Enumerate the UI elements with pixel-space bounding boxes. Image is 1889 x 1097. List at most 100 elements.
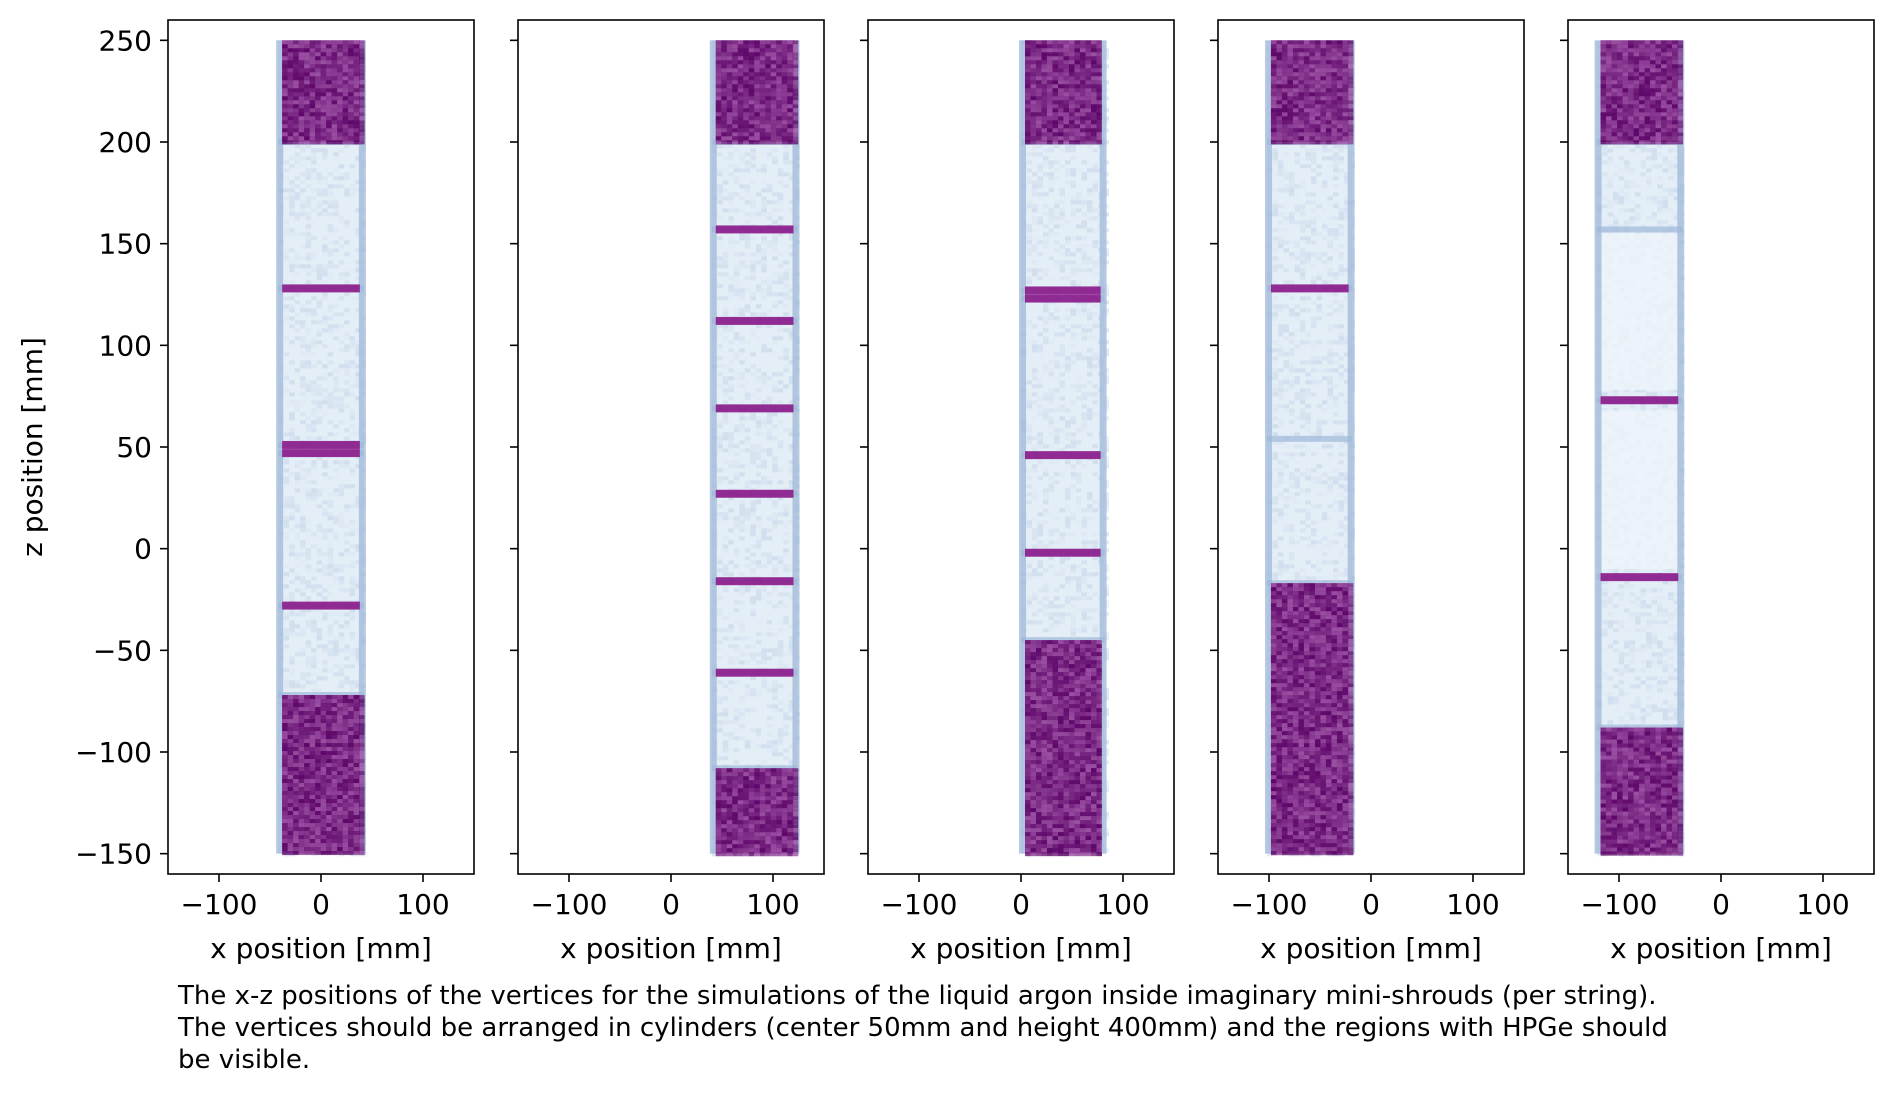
dense-cell (326, 827, 332, 832)
light-cell (344, 252, 350, 257)
light-cell (777, 496, 784, 501)
dense-cell (721, 816, 727, 821)
dense-cell (326, 735, 332, 740)
dense-cell (337, 791, 343, 796)
dense-cell (353, 787, 360, 792)
dense-cell (293, 759, 299, 764)
light-cell (728, 528, 734, 533)
light-cell (766, 244, 773, 249)
y-axis-label: z position [mm] (16, 337, 49, 557)
dense-cell (781, 828, 788, 833)
light-cell (305, 608, 312, 613)
light-cell (717, 384, 723, 389)
light-cell (289, 612, 295, 617)
light-cell (772, 236, 778, 241)
light-cell (316, 552, 323, 557)
light-cell (750, 532, 756, 537)
light-cell (728, 288, 734, 293)
light-cell (305, 332, 312, 337)
dense-cell (781, 88, 788, 93)
light-cell (333, 580, 339, 585)
light-cell (305, 664, 312, 669)
dense-cell (353, 132, 360, 137)
light-cell (300, 608, 306, 613)
dense-cell (353, 831, 360, 836)
light-cell (728, 240, 734, 245)
light-cell (722, 324, 729, 329)
light-cell (311, 576, 317, 581)
dense-cell (282, 783, 288, 788)
dense-cell (792, 808, 799, 813)
light-cell (772, 516, 778, 521)
light-cell (761, 236, 767, 241)
light-cell (289, 196, 295, 201)
light-cell (316, 592, 323, 597)
light-cell (733, 288, 740, 293)
light-cell (305, 356, 312, 361)
light-cell (783, 664, 789, 669)
light-cell (311, 544, 317, 549)
light-cell (333, 240, 339, 245)
light-cell (750, 508, 756, 513)
dense-cell (342, 80, 349, 85)
light-cell (305, 348, 312, 353)
light-cell (750, 160, 756, 165)
dense-cell (326, 116, 332, 121)
dense-cell (342, 783, 349, 788)
dense-cell (715, 96, 722, 101)
light-cell (717, 448, 723, 453)
light-cell (744, 508, 751, 513)
dense-cell (337, 727, 343, 732)
light-cell (316, 420, 323, 425)
light-cell (761, 556, 767, 561)
light-cell (338, 668, 345, 673)
dense-cell (759, 40, 766, 45)
light-cell (733, 648, 740, 653)
dense-cell (359, 699, 365, 704)
light-cell (744, 200, 751, 205)
light-cell (788, 360, 795, 365)
dense-cell (770, 828, 777, 833)
light-cell (777, 652, 784, 657)
dense-cell (737, 820, 744, 825)
light-cell (717, 480, 723, 485)
dense-cell (282, 731, 288, 736)
light-cell (333, 304, 339, 309)
dense-cell (781, 100, 788, 105)
dense-cell (287, 132, 294, 137)
dense-cell (287, 84, 294, 89)
dense-cell (337, 847, 343, 852)
dense-cell (287, 779, 294, 784)
light-cell (744, 164, 751, 169)
dense-cell (309, 807, 316, 812)
dense-cell (348, 735, 354, 740)
dense-cell (743, 792, 749, 797)
dense-cell (732, 140, 738, 145)
light-cell (338, 172, 345, 177)
light-cell (728, 444, 734, 449)
light-cell (338, 236, 345, 241)
light-cell (289, 324, 295, 329)
dense-cell (770, 804, 777, 809)
light-cell (761, 464, 767, 469)
dense-cell (715, 84, 722, 89)
light-cell (744, 284, 751, 289)
light-cell (311, 340, 317, 345)
light-cell (755, 248, 762, 253)
dense-cell (348, 116, 354, 121)
light-cell (322, 460, 328, 465)
dense-cell (309, 80, 316, 85)
light-cell (717, 628, 723, 633)
dense-cell (304, 739, 310, 744)
dense-cell (353, 847, 360, 852)
dense-cell (770, 128, 777, 133)
light-cell (333, 424, 339, 429)
light-cell (766, 744, 773, 749)
dense-cell (732, 92, 738, 97)
dense-cell (293, 803, 299, 808)
light-cell (322, 676, 328, 681)
dense-cell (320, 743, 327, 748)
dense-cell (287, 799, 294, 804)
light-cell (733, 204, 740, 209)
light-cell (322, 572, 328, 577)
